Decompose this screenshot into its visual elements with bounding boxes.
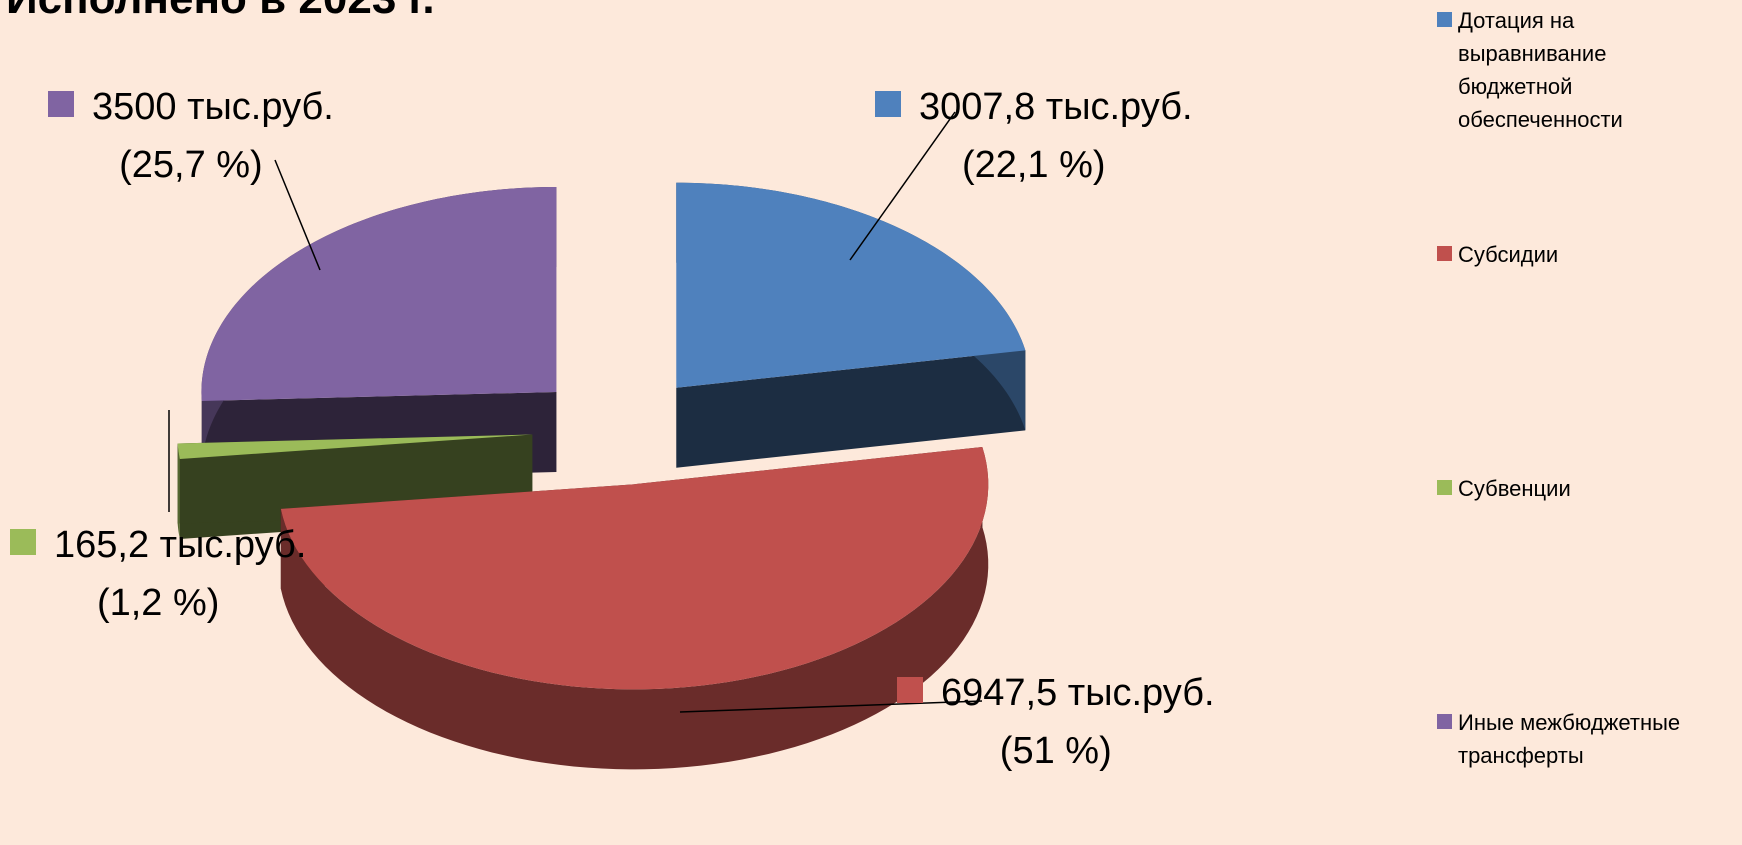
percent-label: (51 %) <box>999 730 1112 772</box>
data-label: 3500 тыс.руб. (25,7 %) <box>48 78 334 194</box>
label-line: 165,2 тыс.руб. <box>10 516 306 574</box>
label-line: 6947,5 тыс.руб. <box>897 664 1215 722</box>
legend-label: Субсидии <box>1458 242 1559 267</box>
slice <box>280 447 989 770</box>
percent-label: (25,7 %) <box>119 144 263 186</box>
label-swatch <box>875 91 901 117</box>
legend-swatch <box>1437 480 1452 495</box>
slice-top <box>676 182 1026 388</box>
leader-line <box>274 159 321 271</box>
legend-entry: Дотация на выравнивание бюджетной обеспе… <box>1437 4 1682 136</box>
slice-top <box>177 434 533 460</box>
slice <box>676 182 1026 468</box>
value-label: 6947,5 тыс.руб. <box>941 672 1215 714</box>
legend-swatch <box>1437 246 1452 261</box>
slice-wall <box>280 447 989 770</box>
leader-line <box>679 700 983 713</box>
slice-side <box>676 350 1026 468</box>
legend-swatch <box>1437 714 1452 729</box>
value-label: 3500 тыс.руб. <box>92 86 334 128</box>
legend-swatch <box>1437 12 1452 27</box>
percent-label: (22,1 %) <box>961 144 1106 186</box>
leader-line <box>849 111 956 261</box>
label-line: 3007,8 тыс.руб. <box>875 78 1193 136</box>
legend-label: Дотация на выравнивание бюджетной обеспе… <box>1458 8 1623 132</box>
legend-label: Субвенции <box>1458 476 1571 501</box>
data-label: 165,2 тыс.руб. (1,2 %) <box>10 516 306 632</box>
legend-label: Иные межбюджетные трансферты <box>1458 710 1681 768</box>
slice-wall <box>177 443 180 540</box>
legend-entry: Иные межбюджетные трансферты <box>1437 706 1682 772</box>
label-swatch <box>897 677 923 703</box>
legend-entry: Субсидии <box>1437 238 1558 271</box>
label-swatch <box>10 529 36 555</box>
value-label: 3007,8 тыс.руб. <box>919 86 1193 128</box>
value-label: 165,2 тыс.руб. <box>54 524 307 566</box>
data-label: 3007,8 тыс.руб. (22,1 %) <box>875 78 1193 194</box>
legend-entry: Субвенции <box>1437 472 1571 505</box>
slice-top <box>201 186 557 401</box>
data-label: 6947,5 тыс.руб. (51 %) <box>897 664 1215 780</box>
percent-label: (1,2 %) <box>96 582 220 624</box>
label-line: 3500 тыс.руб. <box>48 78 334 136</box>
chart-title: Исполнено в 2023 г. <box>6 0 435 24</box>
label-swatch <box>48 91 74 117</box>
slice-top <box>280 447 989 690</box>
